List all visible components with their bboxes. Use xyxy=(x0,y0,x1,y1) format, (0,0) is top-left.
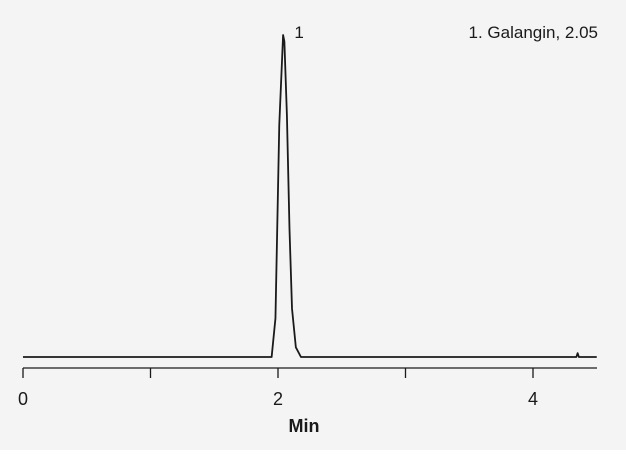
x-tick-label: 2 xyxy=(273,389,283,409)
chromatogram-trace xyxy=(23,34,597,358)
x-axis: 0 2 4 xyxy=(18,367,597,409)
annotation-group: 1 xyxy=(294,23,303,42)
trace-group xyxy=(23,34,597,358)
x-axis-label: Min xyxy=(289,416,320,436)
peak-legend: 1. Galangin, 2.05 xyxy=(469,23,598,42)
x-tick-label: 0 xyxy=(18,389,28,409)
x-tick-label: 4 xyxy=(528,389,538,409)
peak-label: 1 xyxy=(294,23,303,42)
